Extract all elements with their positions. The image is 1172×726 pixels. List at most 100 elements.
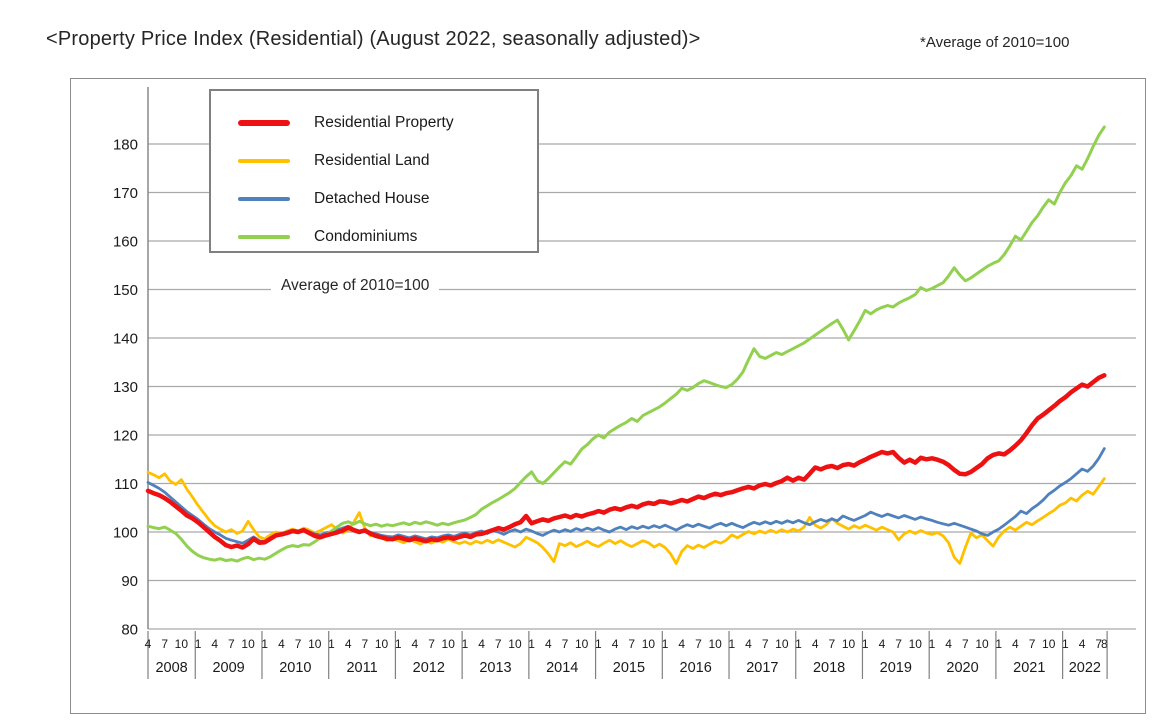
month-tick-label: 4 — [945, 637, 952, 651]
month-tick-label: 4 — [812, 637, 819, 651]
month-tick-label: 1 — [528, 637, 535, 651]
month-tick-label: 7 — [962, 637, 969, 651]
year-label: 2018 — [813, 660, 845, 676]
series-residential-land — [146, 470, 1106, 565]
month-tick-label: 10 — [375, 637, 389, 651]
y-tick-label: 100 — [113, 525, 138, 542]
month-tick-label: 1 — [728, 637, 735, 651]
month-tick-label: 10 — [175, 637, 189, 651]
legend-line-swatch — [238, 120, 290, 126]
year-label: 2016 — [680, 660, 712, 676]
legend-line-swatch — [238, 158, 290, 164]
month-tick-label: 4 — [1079, 637, 1086, 651]
month-tick-label: 10 — [909, 637, 923, 651]
y-tick-label: 150 — [113, 282, 138, 299]
y-tick-label: 180 — [113, 137, 138, 154]
month-tick-label: 10 — [575, 637, 589, 651]
month-tick-label: 7 — [495, 637, 502, 651]
y-tick-label: 160 — [113, 234, 138, 251]
y-tick-label: 170 — [113, 185, 138, 202]
month-tick-label: 1 — [595, 637, 602, 651]
month-tick-label: 7 — [762, 637, 769, 651]
month-tick-label: 1 — [195, 637, 202, 651]
month-tick-label: 1 — [1062, 637, 1069, 651]
month-tick-label: 1 — [929, 637, 936, 651]
month-tick-label: 10 — [508, 637, 522, 651]
year-label: 2015 — [613, 660, 645, 676]
index-base-note: *Average of 2010=100 — [920, 34, 1070, 51]
series-condominiums — [146, 125, 1106, 563]
month-tick-label: 1 — [328, 637, 335, 651]
month-tick-label: 7 — [361, 637, 368, 651]
year-label: 2022 — [1069, 660, 1101, 676]
month-tick-label: 7 — [295, 637, 302, 651]
y-tick-label: 130 — [113, 379, 138, 396]
legend-item: Detached House — [211, 180, 537, 218]
month-tick-label: 4 — [145, 637, 152, 651]
legend-line-swatch — [238, 196, 290, 202]
month-tick-label: 4 — [345, 637, 352, 651]
month-tick-label: 4 — [278, 637, 285, 651]
month-tick-label: 7 — [628, 637, 635, 651]
year-label: 2021 — [1013, 660, 1045, 676]
year-label: 2013 — [479, 660, 511, 676]
month-tick-label: 4 — [1012, 637, 1019, 651]
month-tick-label: 4 — [545, 637, 552, 651]
legend-label: Detached House — [314, 190, 430, 207]
year-label: 2020 — [946, 660, 978, 676]
month-tick-label: 7 — [161, 637, 168, 651]
legend-line-swatch — [238, 234, 290, 240]
legend-item: Residential Land — [211, 142, 537, 180]
y-tick-label: 110 — [114, 476, 138, 493]
month-tick-label: 1 — [995, 637, 1002, 651]
month-tick-label: 7 — [829, 637, 836, 651]
month-tick-label: 7 — [1095, 637, 1102, 651]
legend-item: Residential Property — [211, 104, 537, 142]
legend-item: Condominiums — [211, 218, 537, 256]
series-residential-property — [145, 373, 1107, 550]
y-tick-label: 140 — [113, 331, 138, 348]
month-tick-label: 10 — [1042, 637, 1056, 651]
month-tick-label: 10 — [241, 637, 255, 651]
month-tick-label: 1 — [862, 637, 869, 651]
month-tick-label: 4 — [745, 637, 752, 651]
month-tick-label: 7 — [695, 637, 702, 651]
year-label: 2008 — [155, 660, 187, 676]
month-tick-label: 10 — [775, 637, 789, 651]
y-axis-labels: 80 90 100 110 120 130 140 150 160 170 180 — [113, 137, 138, 639]
month-tick-label: 7 — [895, 637, 902, 651]
page-title: <Property Price Index (Residential) (Aug… — [46, 28, 701, 50]
y-tick-label: 90 — [121, 573, 138, 590]
chart-legend: Residential Property Residential Land Deta… — [209, 89, 539, 253]
month-tick-label: 7 — [228, 637, 235, 651]
y-tick-label: 120 — [113, 428, 138, 445]
month-tick-label: 7 — [428, 637, 435, 651]
legend-label: Condominiums — [314, 228, 418, 245]
month-tick-label: 4 — [879, 637, 886, 651]
year-label: 2010 — [279, 660, 311, 676]
month-tick-label: 1 — [795, 637, 802, 651]
month-tick-label: 1 — [462, 637, 469, 651]
month-tick-label: 7 — [562, 637, 569, 651]
month-tick-label: 4 — [612, 637, 619, 651]
month-tick-label: 10 — [708, 637, 722, 651]
month-tick-label: 10 — [975, 637, 989, 651]
legend-label: Residential Land — [314, 152, 430, 169]
month-tick-label: 1 — [261, 637, 268, 651]
month-tick-label: 1 — [395, 637, 402, 651]
year-label: 2012 — [413, 660, 445, 676]
month-tick-label: 8 — [1101, 637, 1108, 651]
month-tick-label: 4 — [211, 637, 218, 651]
month-tick-label: 1 — [662, 637, 669, 651]
average-annotation: Average of 2010=100 — [271, 277, 440, 295]
y-tick-label: 80 — [121, 622, 138, 639]
month-tick-label: 10 — [642, 637, 656, 651]
year-label: 2009 — [212, 660, 244, 676]
year-label: 2011 — [346, 660, 377, 676]
month-tick-label: 10 — [842, 637, 856, 651]
month-tick-label: 4 — [478, 637, 485, 651]
month-tick-label: 4 — [412, 637, 419, 651]
